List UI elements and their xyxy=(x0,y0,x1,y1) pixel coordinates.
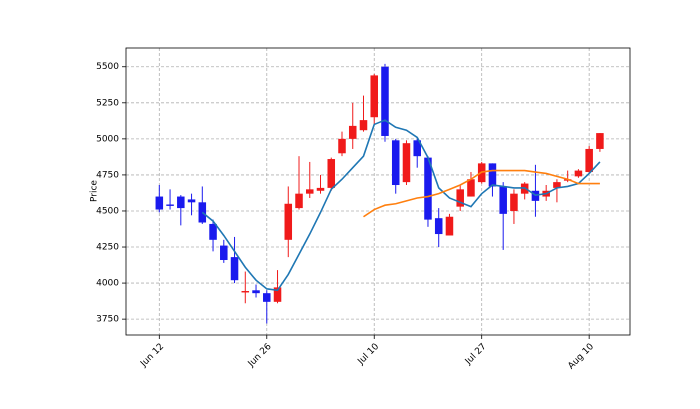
x-tick-label: Jul 27 xyxy=(463,342,489,368)
candle-body xyxy=(198,202,207,223)
candle-body xyxy=(306,189,314,194)
candle-body xyxy=(553,182,561,188)
candle-body xyxy=(456,189,464,207)
x-tick-label: Jun 12 xyxy=(138,342,166,370)
candle-body xyxy=(413,140,421,157)
candle-body xyxy=(241,291,250,293)
candle-body xyxy=(510,193,518,211)
y-tick-label: 4750 xyxy=(96,170,119,180)
candle-body xyxy=(263,293,271,302)
candle-body xyxy=(209,223,217,240)
candle-body xyxy=(359,120,368,131)
candle-body xyxy=(381,66,389,136)
y-tick-label: 4000 xyxy=(96,279,119,289)
x-tick-label: Jun 26 xyxy=(246,342,274,370)
candle-body xyxy=(467,179,475,197)
candle-body xyxy=(316,187,325,191)
candle-body xyxy=(499,186,507,214)
candle-body xyxy=(585,148,593,173)
y-tick-label: 4500 xyxy=(96,206,119,216)
candle-body xyxy=(295,193,303,209)
candle-body xyxy=(596,133,604,149)
plot-area xyxy=(125,47,631,336)
candle-body xyxy=(230,257,239,281)
candle-body xyxy=(402,143,411,183)
candle-body xyxy=(327,159,336,188)
moving-average-line xyxy=(201,119,601,292)
x-tick-label: Aug 10 xyxy=(566,342,596,372)
candle-body xyxy=(273,287,282,302)
y-tick-label: 4250 xyxy=(96,243,119,253)
candle-body xyxy=(166,204,174,206)
candle-body xyxy=(370,75,378,118)
x-tick-label: Jul 10 xyxy=(356,342,382,368)
candle-body xyxy=(252,290,260,294)
candle-body xyxy=(488,163,497,187)
candle-body xyxy=(574,170,583,177)
candle-body xyxy=(338,138,346,154)
candle-body xyxy=(220,245,228,261)
candle-body xyxy=(177,196,185,209)
candle-body xyxy=(424,157,432,220)
y-tick-label: 5500 xyxy=(96,62,119,72)
moving-average-line xyxy=(363,169,600,218)
y-tick-label: 5250 xyxy=(96,98,119,108)
candle-body xyxy=(434,218,443,235)
candle-body xyxy=(284,203,293,240)
y-tick-label: 5000 xyxy=(96,134,119,144)
candle-body xyxy=(155,196,164,210)
candle-body xyxy=(187,199,196,203)
candle-body xyxy=(391,140,400,186)
candle-body xyxy=(445,216,454,236)
y-axis-label: Price xyxy=(90,180,100,202)
candle-body xyxy=(348,125,357,139)
y-tick-label: 3750 xyxy=(96,315,119,325)
